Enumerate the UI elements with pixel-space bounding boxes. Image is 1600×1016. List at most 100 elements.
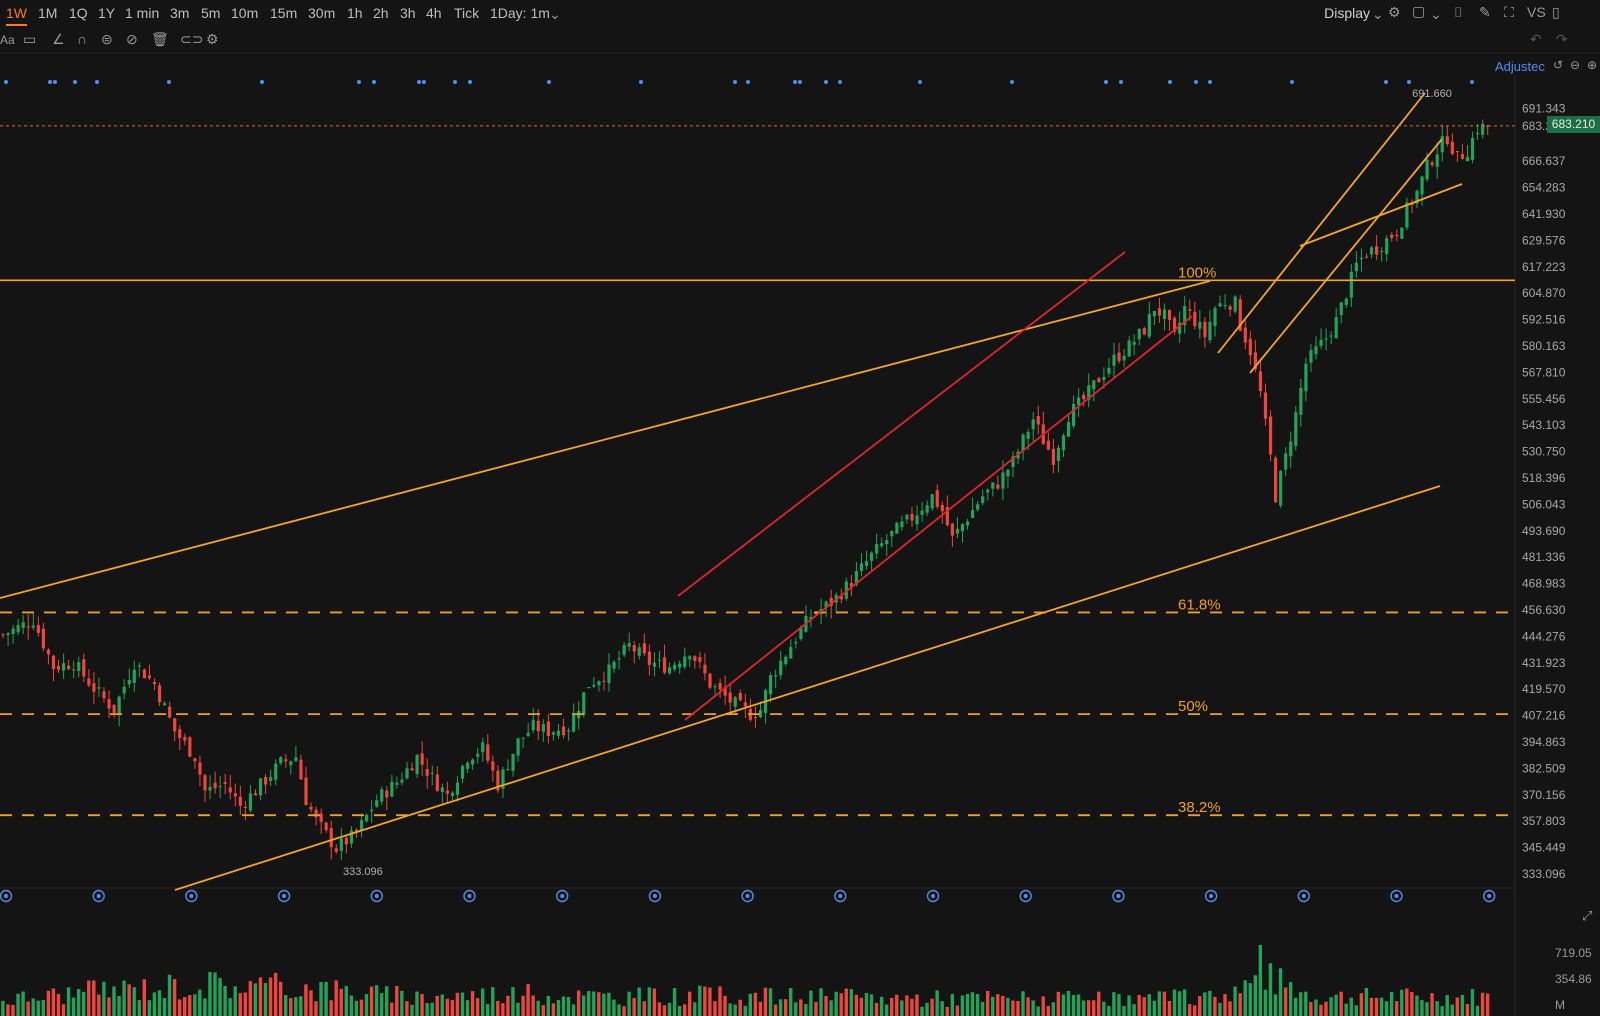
zoom-in-icon[interactable]: ⊕ bbox=[1587, 58, 1598, 72]
volume-bar bbox=[1006, 997, 1010, 1016]
adjusted-toggle[interactable]: Adjustec bbox=[1495, 59, 1545, 74]
candle-body bbox=[986, 489, 990, 493]
line-tool-icon[interactable]: ∠ bbox=[52, 31, 65, 47]
timeframe-1w[interactable]: 1W bbox=[6, 5, 27, 26]
volume-bar bbox=[1299, 992, 1303, 1016]
timeframe-2h[interactable]: 2h bbox=[373, 5, 389, 21]
candle-body bbox=[1455, 150, 1459, 152]
news-marker-icon[interactable] bbox=[1112, 889, 1125, 903]
event-marker bbox=[639, 80, 643, 84]
candle-body bbox=[1390, 234, 1394, 238]
magnet-icon[interactable]: ∩ bbox=[77, 31, 88, 47]
volume-bar bbox=[1218, 1002, 1222, 1016]
comment-icon[interactable]: ▭ bbox=[23, 31, 37, 47]
volume-bar bbox=[319, 982, 323, 1016]
reset-icon[interactable]: ↺ bbox=[1553, 58, 1564, 72]
news-marker-icon[interactable] bbox=[834, 889, 847, 903]
volume-bar bbox=[1142, 997, 1146, 1016]
candle-body bbox=[173, 718, 177, 732]
expand-icon[interactable]: ⤢ bbox=[1582, 908, 1593, 923]
zoom-out-icon[interactable]: ⊖ bbox=[1570, 58, 1581, 72]
event-marker bbox=[798, 80, 802, 84]
layout-icon[interactable]: ▢ bbox=[1412, 3, 1426, 19]
candle-body bbox=[1294, 412, 1298, 446]
camera-icon[interactable]: ⌷ bbox=[1454, 4, 1463, 20]
news-marker-icon[interactable] bbox=[741, 889, 754, 903]
lock-drawing-icon[interactable]: ⊜ bbox=[101, 31, 113, 47]
timeframe-1q[interactable]: 1Q bbox=[69, 5, 88, 21]
settings-icon[interactable]: ⚙ bbox=[1388, 4, 1401, 20]
redo-icon[interactable]: ↷ bbox=[1556, 31, 1568, 47]
volume-bar bbox=[400, 990, 404, 1016]
pen-icon[interactable]: ✎ bbox=[1479, 4, 1491, 20]
timeframe-30m[interactable]: 30m bbox=[308, 5, 336, 21]
news-marker-icon[interactable] bbox=[185, 889, 198, 903]
timeframe-tick[interactable]: Tick bbox=[454, 5, 480, 21]
news-marker-icon[interactable] bbox=[1390, 889, 1403, 903]
news-marker-icon[interactable] bbox=[1019, 889, 1032, 903]
candle-body bbox=[228, 787, 232, 793]
candle-body bbox=[1213, 308, 1217, 326]
candle-body bbox=[1334, 317, 1338, 339]
volume-bar bbox=[844, 988, 848, 1016]
y-axis-tick: 543.103 bbox=[1522, 418, 1566, 432]
timeframe-1h[interactable]: 1h bbox=[347, 5, 363, 21]
volume-bar bbox=[1056, 991, 1061, 1016]
hide-drawing-icon[interactable]: ⊘ bbox=[126, 31, 138, 47]
compare-vs-button[interactable]: VS bbox=[1527, 4, 1546, 20]
text-tool[interactable]: Aa bbox=[0, 33, 15, 47]
volume-bar bbox=[289, 998, 293, 1016]
candle-body bbox=[930, 494, 934, 509]
news-marker-icon[interactable] bbox=[1297, 889, 1311, 903]
news-marker-icon[interactable] bbox=[556, 889, 569, 903]
drawing-settings-icon[interactable]: ⚙ bbox=[206, 31, 219, 47]
news-marker-icon[interactable] bbox=[648, 889, 662, 903]
candle-body bbox=[733, 697, 737, 707]
candle-body bbox=[678, 663, 682, 668]
candle-body bbox=[981, 496, 985, 503]
volume-axis-unit: M bbox=[1555, 998, 1565, 1012]
event-marker bbox=[1168, 80, 1172, 84]
timeframe-4h[interactable]: 4h bbox=[426, 5, 442, 21]
trash-icon[interactable]: 🗑 bbox=[151, 31, 169, 47]
timeframe-3m[interactable]: 3m bbox=[170, 5, 190, 21]
news-marker-icon[interactable] bbox=[277, 889, 291, 903]
fullscreen-icon[interactable]: ⛶ bbox=[1504, 4, 1514, 20]
candle-body bbox=[1314, 346, 1318, 355]
chevron-down-icon[interactable]: ⌄ bbox=[549, 6, 561, 22]
news-marker-icon[interactable] bbox=[1204, 889, 1218, 903]
timeframe-5m[interactable]: 5m bbox=[201, 5, 221, 21]
timeframe-1-min[interactable]: 1 min bbox=[125, 5, 160, 21]
candle-body bbox=[264, 777, 268, 785]
news-marker-icon[interactable] bbox=[1482, 889, 1496, 903]
timeframe-1m[interactable]: 1M bbox=[38, 5, 58, 21]
news-marker-icon[interactable] bbox=[926, 889, 940, 903]
volume-bar bbox=[142, 979, 146, 1016]
undo-icon[interactable]: ↶ bbox=[1530, 31, 1542, 47]
timeframe-15m[interactable]: 15m bbox=[270, 5, 298, 21]
candle-body bbox=[1299, 387, 1303, 415]
volume-bar bbox=[1268, 963, 1273, 1016]
toggle-icon[interactable]: ⊂⊃ bbox=[180, 31, 204, 47]
chevron-down-icon[interactable]: ⌄ bbox=[1372, 6, 1384, 22]
volume-bar bbox=[177, 999, 182, 1016]
news-marker-icon[interactable] bbox=[0, 889, 13, 903]
panel-icon[interactable]: ▯ bbox=[1552, 4, 1560, 20]
news-marker-icon[interactable] bbox=[463, 889, 476, 903]
y-axis-tick: 407.216 bbox=[1522, 709, 1566, 723]
low-label: 333.096 bbox=[343, 866, 383, 878]
display-dropdown[interactable]: Display bbox=[1324, 5, 1370, 21]
interval-dropdown[interactable]: 1Day: 1m bbox=[490, 5, 550, 21]
timeframe-3h[interactable]: 3h bbox=[400, 5, 416, 21]
candle-body bbox=[607, 664, 611, 684]
volume-bar bbox=[284, 995, 288, 1016]
news-marker-icon[interactable] bbox=[370, 889, 383, 903]
news-marker-dot bbox=[374, 894, 379, 898]
timeframe-10m[interactable]: 10m bbox=[231, 5, 259, 21]
news-marker-icon[interactable] bbox=[92, 889, 105, 903]
timeframe-1y[interactable]: 1Y bbox=[98, 5, 116, 21]
volume-bar bbox=[1374, 997, 1379, 1016]
chevron-down-icon[interactable]: ⌄ bbox=[1430, 6, 1442, 22]
news-marker-dot bbox=[838, 894, 843, 898]
